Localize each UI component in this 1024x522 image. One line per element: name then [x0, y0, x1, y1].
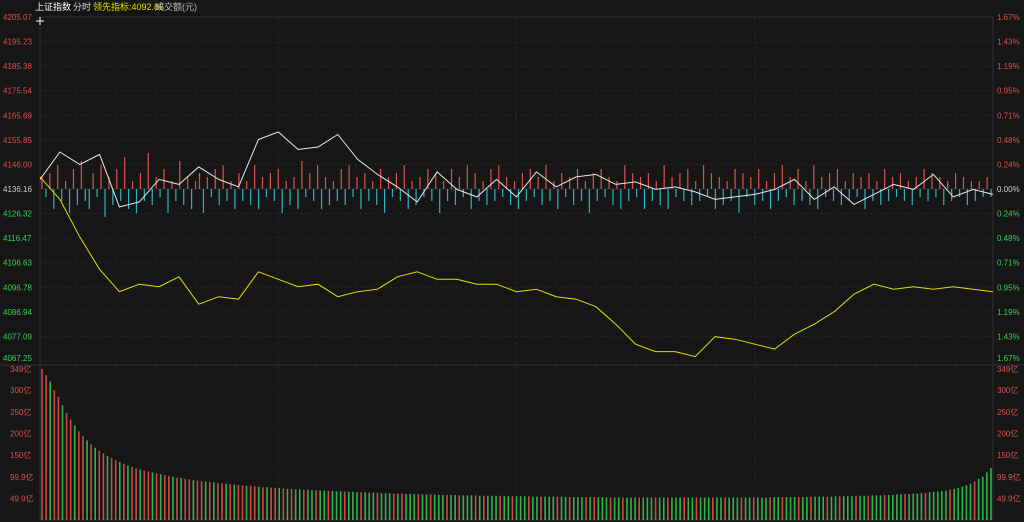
volume-label: 成交额(元): [155, 2, 197, 12]
indicator-label: 领先指标:4092.86: [93, 2, 165, 12]
volume-tick-label-right: 349亿: [997, 364, 1018, 374]
y-tick-label: 4146.00: [3, 160, 32, 169]
volume-tick-label: 150亿: [10, 450, 31, 460]
pct-tick-label: 1.43%: [997, 332, 1020, 341]
pct-tick-label: 1.43%: [997, 38, 1020, 47]
volume-tick-label: 49.9亿: [10, 493, 34, 503]
pct-tick-label: 1.19%: [997, 308, 1020, 317]
pct-tick-label: 1.67%: [997, 13, 1020, 22]
header-bar: 上证指数 分时 领先指标:4092.86 成交额(元): [0, 0, 1024, 14]
pct-tick-label: 1.67%: [997, 354, 1020, 363]
volume-tick-label: 349亿: [10, 364, 31, 374]
pct-tick-label: 1.19%: [997, 62, 1020, 71]
leading-indicator-line: [39, 176, 994, 358]
indicator-value: 4092.86: [131, 2, 165, 12]
volume-tick-label: 99.9亿: [10, 472, 34, 482]
y-tick-label: 4116.47: [3, 234, 32, 243]
pct-tick-label: 0.00%: [997, 185, 1020, 194]
y-tick-label: 4067.25: [3, 354, 32, 363]
y-tick-label: 4086.94: [3, 308, 32, 317]
y-tick-label: 4165.69: [3, 111, 32, 120]
volume-tick-label-right: 250亿: [997, 407, 1018, 417]
y-tick-label: 4126.32: [3, 210, 32, 219]
volume-tick-label-right: 200亿: [997, 428, 1018, 438]
volume-tick-label: 300亿: [10, 385, 31, 395]
pct-tick-label: 0.48%: [997, 234, 1020, 243]
index-name[interactable]: 上证指数: [35, 2, 72, 12]
y-tick-label: 4155.85: [3, 136, 32, 145]
y-tick-label: 4077.09: [3, 332, 32, 341]
volume-tick-label-right: 150亿: [997, 450, 1018, 460]
y-tick-label: 4136.16: [3, 185, 32, 194]
y-tick-label: 4205.07: [3, 13, 32, 22]
volume-tick-label-right: 99.9亿: [997, 472, 1021, 482]
pct-tick-label: 0.24%: [997, 160, 1020, 169]
price-line: [39, 131, 994, 208]
y-tick-label: 4096.78: [3, 283, 32, 292]
y-tick-label: 4195.23: [3, 38, 32, 47]
volume-tick-label-right: 300亿: [997, 385, 1018, 395]
mode-label[interactable]: 分时: [73, 2, 92, 12]
volume-tick-label: 200亿: [10, 428, 31, 438]
y-tick-label: 4185.38: [3, 62, 32, 71]
pct-tick-label: 0.95%: [997, 283, 1020, 292]
pct-tick-label: 0.71%: [997, 111, 1020, 120]
pct-tick-label: 0.71%: [997, 259, 1020, 268]
volume-tick-label: 250亿: [10, 407, 31, 417]
y-tick-label: 4175.54: [3, 87, 32, 96]
pct-tick-label: 0.24%: [997, 210, 1020, 219]
pct-tick-label: 0.95%: [997, 87, 1020, 96]
volume-tick-label-right: 49.9亿: [997, 493, 1021, 503]
y-tick-label: 4106.63: [3, 259, 32, 268]
pct-tick-label: 0.48%: [997, 136, 1020, 145]
